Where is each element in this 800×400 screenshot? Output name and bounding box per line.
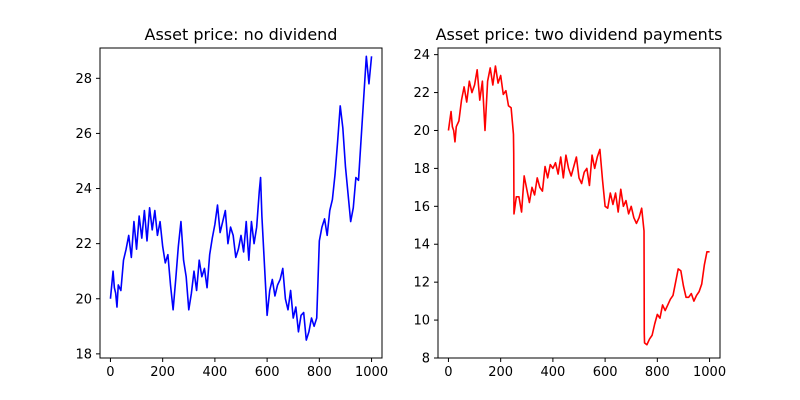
y-tick-label: 18 [75, 347, 92, 362]
x-tick-label: 800 [645, 365, 670, 380]
x-tick-label: 1000 [355, 365, 388, 380]
series-line-1 [447, 65, 710, 346]
x-tick-label: 0 [444, 365, 452, 380]
x-tick-label: 600 [593, 365, 618, 380]
y-tick-label: 12 [413, 276, 430, 291]
y-tick-label: 20 [413, 124, 430, 139]
y-tick-label: 20 [75, 292, 92, 307]
y-tick-label: 24 [75, 182, 92, 197]
y-tick-label: 14 [413, 238, 430, 253]
series-line-1 [109, 55, 373, 341]
y-tick-label: 22 [75, 237, 92, 252]
y-tick-label: 28 [75, 72, 92, 87]
x-tick-label: 400 [202, 365, 227, 380]
x-tick-label: 600 [255, 365, 280, 380]
x-tick-label: 400 [540, 365, 565, 380]
y-tick-label: 22 [413, 86, 430, 101]
plot-frame [437, 47, 721, 359]
x-tick-label: 800 [307, 365, 332, 380]
y-tick-label: 10 [413, 314, 430, 329]
x-tick-label: 1000 [693, 365, 726, 380]
x-tick-label: 200 [488, 365, 513, 380]
y-tick-label: 24 [413, 48, 430, 63]
x-tick-label: 0 [106, 365, 114, 380]
chart-1: Asset price: no dividend 0 200 400 600 800 100… [75, 25, 388, 380]
chart-title: Asset price: no dividend [145, 25, 338, 44]
y-tick-label: 16 [413, 200, 430, 215]
y-tick-label: 18 [413, 162, 430, 177]
x-tick-label: 200 [150, 365, 175, 380]
chart-2: Asset price: two dividend payments 0 200 40… [413, 25, 726, 380]
chart-title: Asset price: two dividend payments [436, 25, 723, 44]
plot-frame [99, 47, 383, 359]
y-tick-label: 26 [75, 127, 92, 142]
y-tick-label: 8 [422, 352, 430, 367]
